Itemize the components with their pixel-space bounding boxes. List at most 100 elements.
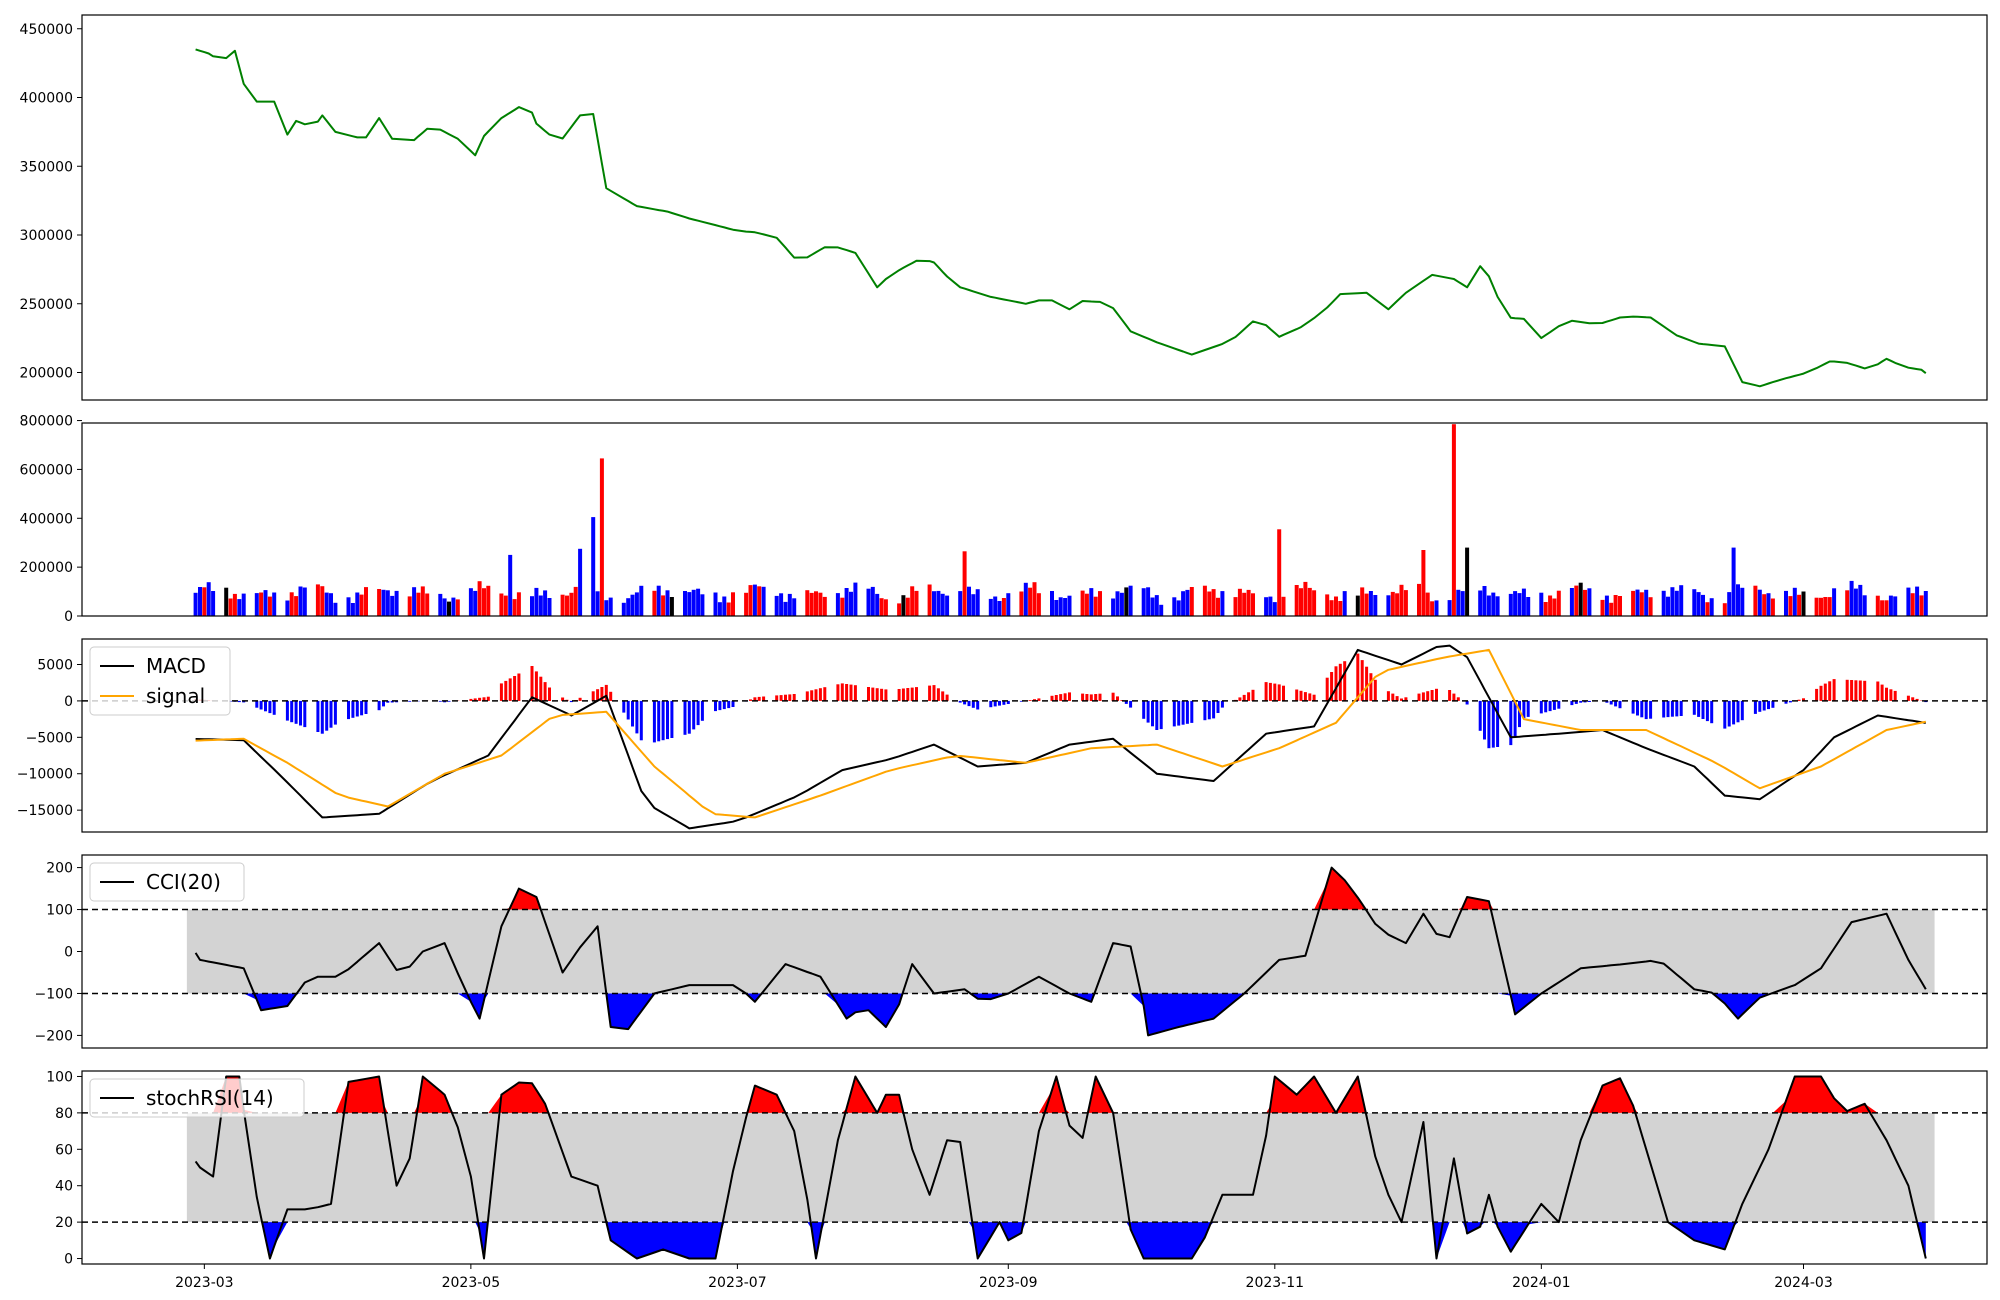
macd-histogram-bar [1570,700,1574,706]
volume-bar [329,593,333,616]
volume-bar [1814,597,1819,616]
volume-bar [385,590,390,616]
macd-histogram-bar [971,700,975,708]
volume-bar [333,602,338,616]
macd-histogram-bar [478,697,482,701]
macd-histogram-bar [845,684,849,701]
macd-histogram-bar [1365,666,1369,701]
macd-histogram-bar [631,700,634,727]
volume-bar [1355,595,1360,616]
volume-bar [988,598,993,616]
macd-histogram-bar [1216,700,1220,713]
macd-histogram-bar [1430,690,1434,701]
macd-histogram-bar [1068,692,1071,701]
neutral-band [186,909,1935,994]
macd-histogram-bar [229,700,233,702]
volume-bar [1294,585,1299,616]
volume-bar [232,593,237,616]
volume-bar [1115,591,1120,616]
y-tick-label: 60 [55,1142,73,1158]
volume-bar [1583,589,1587,616]
macd-histogram-bar [364,700,368,714]
macd-histogram-bar [517,673,521,701]
y-tick-label: 100 [46,1069,73,1085]
macd-histogram-bar [818,688,822,701]
macd-histogram-bar [1614,700,1618,707]
volume-bar [595,591,600,616]
macd-histogram-bar [1579,700,1583,703]
volume-bar [1032,582,1037,616]
volume-bar [1058,597,1063,616]
macd-histogram-bar [272,700,276,715]
volume-bar [1307,587,1312,616]
volume-bar [1635,589,1640,616]
macd-histogram-bar [1465,700,1469,705]
volume-bar [1753,585,1758,616]
volume-bar [1181,591,1186,616]
y-tick-label: 200000 [20,560,73,576]
volume-bar [1237,588,1242,616]
volume-bar [1880,600,1885,616]
macd-histogram-bar [1404,697,1408,701]
macd-histogram-bar [504,680,508,701]
macd-histogram-bar [1828,681,1832,701]
y-tick-label: 40 [55,1179,73,1195]
macd-histogram-bar [1098,693,1102,701]
volume-bar [224,587,229,616]
volume-bar [512,599,517,616]
macd-histogram-bar [1544,700,1548,713]
macd-histogram-bar [486,696,490,701]
volume-bar [883,599,888,616]
volume-bar [1613,595,1618,616]
volume-bar [1517,593,1522,616]
macd-histogram-bar [1094,694,1098,701]
volume-bar [1172,597,1177,616]
volume-bar [814,591,818,616]
macd-histogram-bar [1705,700,1709,722]
volume-bar [779,593,784,616]
macd-histogram-bar [1155,700,1159,730]
panel-frame-volume [81,422,1988,617]
macd-histogram-bar [1797,699,1801,701]
macd-histogram-bar [355,700,359,717]
macd-histogram-bar [1452,693,1456,701]
macd-histogram-bar [749,699,752,701]
macd-histogram-bar [657,700,661,742]
volume-bar [835,593,840,616]
macd-histogram-bar [784,694,787,701]
macd-histogram-bar [285,700,289,721]
macd-histogram-bar [1675,700,1679,717]
macd-histogram-bar [1190,700,1194,723]
volume-bar [263,590,268,616]
volume-bar [267,596,272,616]
volume-bar [1329,600,1334,616]
macd-histogram-bar [259,700,263,710]
y-tick-label: 100 [46,903,73,919]
macd-histogram-bar [936,688,940,701]
macd-histogram-bar [1823,683,1827,701]
volume-bar [407,596,412,616]
y-tick-label: −15000 [17,803,73,819]
volume-bar [1548,595,1553,616]
macd-histogram-bar [1334,666,1338,701]
macd-histogram-bar [333,700,337,725]
volume-bar [630,594,635,616]
macd-histogram-bar [1277,684,1281,701]
macd-histogram-bar [1435,688,1438,701]
macd-histogram-bar [1369,673,1373,701]
volume-bar [897,603,902,616]
macd-histogram-bar [1539,700,1543,714]
macd-histogram-bar [1889,689,1893,701]
volume-bar [940,593,945,616]
volume-bar [748,585,753,616]
volume-bar [302,587,307,616]
macd-histogram-bar [1552,700,1556,710]
volume-bar [1556,590,1561,616]
volume-bar [1084,593,1089,616]
volume-bar [1788,596,1793,616]
macd-histogram-bar [1522,700,1526,719]
macd-histogram-bar [1111,692,1115,701]
macd-histogram-bar [727,700,731,709]
volume-bar [499,593,504,616]
volume-bar [1910,593,1915,616]
